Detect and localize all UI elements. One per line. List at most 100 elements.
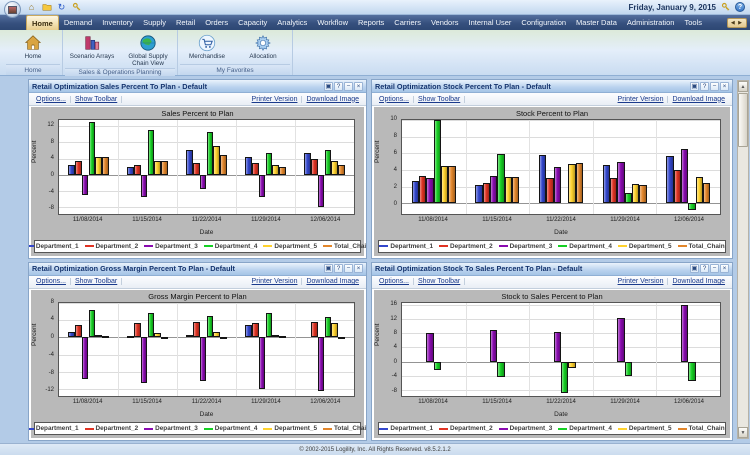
chart-area: Gross Margin Percent to Plan Percent -12 -8… [31, 289, 364, 419]
bar-department-2-11-15-2014 [482, 182, 491, 204]
download-image-link[interactable]: Download Image [672, 278, 725, 285]
show-toolbar-link[interactable]: Show Toolbar [71, 95, 123, 103]
menu-item-orders[interactable]: Orders [205, 18, 229, 27]
printer-version-link[interactable]: Printer Version [614, 278, 669, 285]
legend-label: Department_3 [155, 425, 198, 432]
panel-toolbar: Options... Show Toolbar Printer Version Dow… [372, 93, 732, 106]
menu-item-demand[interactable]: Demand [63, 18, 93, 27]
bar-department-5-12-06-2014 [695, 176, 703, 204]
collapse-icon[interactable]: − [344, 81, 353, 91]
legend-swatch [144, 245, 154, 247]
menu-item-capacity[interactable]: Capacity [238, 18, 268, 27]
app-logo[interactable] [4, 1, 21, 18]
show-toolbar-link[interactable]: Show Toolbar [414, 278, 466, 285]
legend: Department_1 Department_2 Department_3 Depa… [377, 239, 727, 253]
legend: Department_1 Department_2 Department_3 Depa… [29, 422, 366, 435]
show-toolbar-link[interactable]: Show Toolbar [71, 278, 123, 285]
menu-item-retail[interactable]: Retail [176, 18, 196, 27]
help-icon[interactable]: ? [700, 264, 709, 273]
chart-area: Stock to Sales Percent to Plan Percent -8-… [374, 289, 730, 419]
bar-total-chain-11-29-2014 [639, 185, 647, 204]
collapse-icon[interactable]: − [710, 81, 719, 91]
menu-item-internal-user[interactable]: Internal User [468, 18, 512, 27]
bar-department-5-12-06-2014 [331, 323, 339, 338]
help-icon[interactable]: ? [334, 81, 343, 91]
bar-department-4-12-06-2014 [688, 361, 696, 381]
menu-item-vendors[interactable]: Vendors [430, 18, 459, 27]
legend-label: Department_5 [628, 425, 672, 432]
gridline-vertical [529, 302, 531, 396]
menu-scroll-arrows[interactable]: ◀ ▶ [726, 17, 747, 28]
download-image-link[interactable]: Download Image [306, 95, 359, 103]
menu-bar: Home Demand Inventory Supply Retail Orders Cap… [0, 15, 750, 30]
close-icon[interactable]: × [354, 264, 363, 273]
ribbon-button-global-supply-chain-view[interactable]: Global Supply Chain View [121, 31, 175, 68]
bar-department-4-11-29-2014 [265, 312, 273, 338]
printer-version-link[interactable]: Printer Version [248, 95, 303, 103]
close-icon[interactable]: × [720, 264, 729, 273]
chart-body: Percent 0 2 4 6 8 10 11/08/2014 11/15/2014 11/22/… [374, 116, 730, 237]
bar-department-1-11-29-2014 [602, 165, 610, 204]
download-image-link[interactable]: Download Image [672, 95, 725, 103]
ribbon-button-allocation[interactable]: Allocation [236, 31, 290, 64]
y-tick-label: 12 [47, 122, 54, 129]
printer-version-link[interactable]: Printer Version [614, 95, 669, 103]
scrollbar-thumb[interactable] [738, 93, 748, 147]
bar-department-1-11-15-2014 [127, 336, 134, 339]
key-icon-right[interactable] [720, 2, 731, 13]
window-icon[interactable]: ▣ [324, 264, 333, 273]
menu-item-supply[interactable]: Supply [143, 18, 166, 27]
menu-item-workflow[interactable]: Workflow [317, 18, 349, 27]
menu-item-configuration[interactable]: Configuration [521, 18, 567, 27]
x-tick-label: 11/22/2014 [546, 216, 576, 223]
help-icon[interactable]: ? [735, 2, 745, 12]
menu-item-home[interactable]: Home [26, 15, 59, 30]
collapse-icon[interactable]: − [710, 264, 719, 273]
legend-item-department-2: Department_2 [84, 243, 138, 250]
menu-item-inventory[interactable]: Inventory [102, 18, 134, 27]
x-axis-ticks: 11/08/2014 11/15/2014 11/22/2014 11/29/2014… [401, 217, 721, 226]
scroll-up-icon[interactable]: ▲ [738, 81, 748, 92]
menu-item-carriers[interactable]: Carriers [394, 18, 421, 27]
bar-department-3-12-06-2014 [680, 305, 689, 362]
show-toolbar-link[interactable]: Show Toolbar [414, 95, 466, 103]
collapse-icon[interactable]: − [344, 264, 353, 273]
folder-icon[interactable] [41, 2, 52, 13]
close-icon[interactable]: × [354, 81, 363, 91]
options-link[interactable]: Options... [375, 278, 414, 285]
help-icon[interactable]: ? [334, 264, 343, 273]
ribbon-button-merchandise[interactable]: Merchandise [180, 31, 234, 64]
printer-version-link[interactable]: Printer Version [248, 278, 303, 285]
bar-total-chain-11-15-2014 [512, 176, 520, 204]
x-tick-label: 11/22/2014 [191, 216, 222, 223]
menu-item-tools[interactable]: Tools [684, 18, 702, 27]
window-icon[interactable]: ▣ [324, 81, 333, 91]
download-image-link[interactable]: Download Image [306, 278, 359, 285]
menu-item-administration[interactable]: Administration [626, 18, 675, 27]
vertical-scrollbar[interactable]: ▲ ▼ [737, 80, 749, 439]
options-link[interactable]: Options... [32, 95, 71, 103]
ribbon-group-sales-operations-planning: Scenario Arrays Global Supply Chain View S… [63, 30, 178, 77]
bar-department-5-11-08-2014 [95, 335, 103, 338]
menu-item-reports[interactable]: Reports [358, 18, 385, 27]
ribbon-button-scenario-arrays[interactable]: Scenario Arrays [65, 31, 119, 68]
key-icon[interactable] [71, 2, 82, 13]
refresh-icon[interactable]: ↻ [57, 1, 66, 12]
bar-department-3-11-22-2014 [553, 166, 561, 204]
legend-bar: Department_1 Department_2 Department_3 Depa… [374, 236, 730, 256]
window-icon[interactable]: ▣ [690, 264, 699, 273]
ribbon-button-home[interactable]: Home [6, 31, 60, 64]
x-axis-ticks: 11/08/2014 11/15/2014 11/22/2014 11/29/2014… [401, 399, 721, 408]
menu-item-analytics[interactable]: Analytics [277, 18, 308, 27]
ribbon: Home Home Scenario Arrays Global Supply Cha… [0, 30, 750, 77]
legend-label: Department_5 [274, 425, 317, 432]
options-link[interactable]: Options... [32, 278, 71, 285]
help-icon[interactable]: ? [700, 81, 709, 91]
menu-item-master-data[interactable]: Master Data [576, 18, 617, 27]
close-icon[interactable]: × [720, 81, 729, 91]
window-icon[interactable]: ▣ [690, 81, 699, 91]
scroll-down-icon[interactable]: ▼ [738, 427, 748, 438]
ribbon-group-label-sales-operations-planning: Sales & Operations Planning [65, 68, 175, 77]
home-small-icon[interactable]: ⌂ [28, 1, 35, 12]
options-link[interactable]: Options... [375, 95, 414, 103]
